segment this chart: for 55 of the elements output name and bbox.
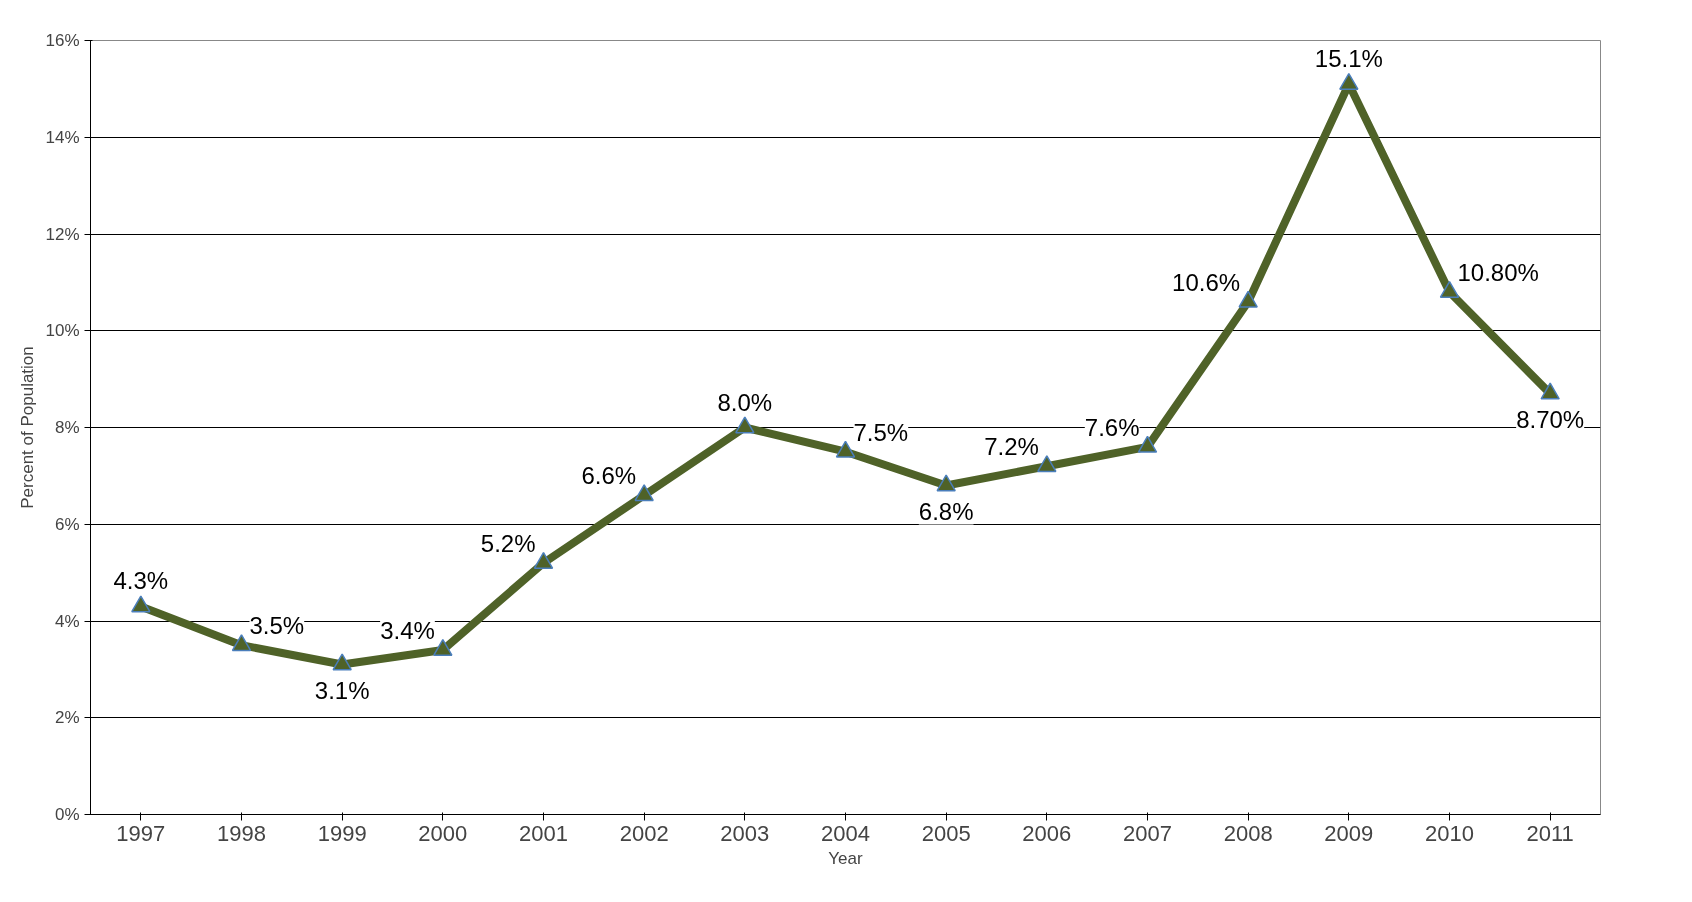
point bbox=[332, 653, 352, 671]
data-label: 10.6% bbox=[1172, 268, 1241, 296]
y-tick-label: 16% bbox=[45, 31, 80, 50]
y-tick-label: 0% bbox=[54, 805, 80, 824]
x-tick-label: 1999 bbox=[317, 820, 367, 846]
x-tick-label: 2009 bbox=[1324, 820, 1374, 846]
y-tick-label: 8% bbox=[54, 418, 80, 437]
point bbox=[231, 634, 252, 652]
point bbox=[1540, 382, 1560, 400]
x-tick-label: 2000 bbox=[418, 820, 468, 846]
y-tick-label: 14% bbox=[45, 127, 80, 147]
data-label: 3.1% bbox=[314, 676, 370, 704]
point bbox=[433, 638, 453, 656]
x-tick-label: 2006 bbox=[1022, 820, 1072, 846]
x-tick-label: 2008 bbox=[1223, 820, 1273, 846]
point bbox=[131, 595, 151, 613]
x-tick-label: 2003 bbox=[720, 820, 770, 846]
x-tick-label: 1998 bbox=[217, 820, 266, 846]
point bbox=[1339, 72, 1359, 90]
y-tick-label: 6% bbox=[54, 514, 80, 534]
x-tick-label: 2001 bbox=[519, 820, 568, 846]
point bbox=[735, 416, 755, 434]
x-tick-label: 2011 bbox=[1526, 820, 1574, 846]
x-tick-label: 2010 bbox=[1425, 820, 1474, 846]
data-label: 6.8% bbox=[918, 497, 974, 525]
data-label: 4.3% bbox=[113, 567, 169, 595]
point bbox=[936, 474, 956, 492]
y-tick-label: 10% bbox=[45, 321, 80, 341]
point bbox=[1137, 435, 1158, 453]
point bbox=[1439, 280, 1460, 298]
point bbox=[533, 551, 554, 569]
y-tick-label: 4% bbox=[54, 611, 80, 631]
x-axis-title: Year bbox=[828, 848, 864, 868]
data-label: 3.4% bbox=[380, 617, 435, 645]
y-tick-label: 12% bbox=[45, 224, 80, 244]
data-label: 7.5% bbox=[853, 418, 909, 446]
data-label: 6.6% bbox=[581, 462, 637, 490]
x-tick-label: 2002 bbox=[619, 820, 669, 846]
data-label: 8.0% bbox=[717, 388, 773, 416]
data-label: 15.1% bbox=[1314, 45, 1383, 73]
data-label: 8.70% bbox=[1516, 405, 1585, 433]
data-label: 5.2% bbox=[480, 529, 536, 557]
x-tick-label: 2004 bbox=[821, 820, 870, 846]
data-label: 7.6% bbox=[1084, 413, 1140, 441]
data-label: 10.80% bbox=[1457, 259, 1539, 287]
point bbox=[835, 440, 856, 458]
point bbox=[1238, 290, 1258, 308]
x-tick-label: 2005 bbox=[921, 820, 971, 846]
y-tick-label: 2% bbox=[54, 708, 80, 728]
point bbox=[634, 484, 654, 502]
data-label: 7.2% bbox=[984, 433, 1039, 461]
x-tick-label: 1997 bbox=[116, 820, 166, 846]
x-tick-label: 2007 bbox=[1123, 820, 1172, 846]
y-axis-title: Percent of Population bbox=[18, 346, 38, 509]
data-label: 3.5% bbox=[249, 612, 305, 640]
